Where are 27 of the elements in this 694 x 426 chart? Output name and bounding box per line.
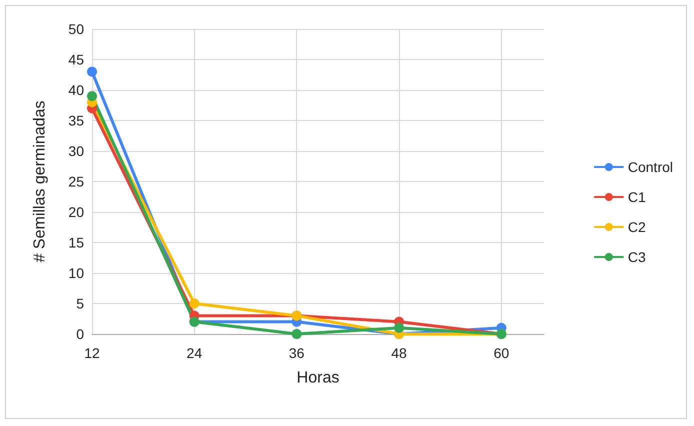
y-tick-label: 35 xyxy=(68,112,84,128)
point xyxy=(87,66,97,77)
point xyxy=(292,329,302,339)
y-axis-title: # Semillas germinadas xyxy=(32,100,48,262)
y-tick-label: 30 xyxy=(68,143,84,159)
y-tick-label: 25 xyxy=(68,174,84,190)
x-axis-title: Horas xyxy=(296,370,340,386)
legend-label: C2 xyxy=(628,219,646,235)
point xyxy=(189,298,200,308)
x-tick-label: 36 xyxy=(288,345,305,361)
point xyxy=(87,91,97,102)
y-tick-label: 15 xyxy=(68,234,84,250)
y-tick-label: 50 xyxy=(68,21,84,37)
legend-label: Control xyxy=(628,159,674,175)
y-tick-label: 20 xyxy=(68,204,84,220)
y-tick-label: 0 xyxy=(76,326,84,342)
x-tick-label: 12 xyxy=(84,345,100,361)
x-tick-label: 60 xyxy=(494,345,510,361)
legend-label: C3 xyxy=(628,249,646,265)
y-tick-label: 5 xyxy=(76,296,84,312)
y-tick-label: 40 xyxy=(68,82,84,98)
point xyxy=(394,322,404,333)
y-tick-label: 45 xyxy=(68,52,84,68)
x-tick-label: 24 xyxy=(186,345,202,361)
legend-label: C1 xyxy=(628,189,646,205)
y-tick-label: 10 xyxy=(68,265,84,281)
x-tick-label: 48 xyxy=(391,345,408,361)
